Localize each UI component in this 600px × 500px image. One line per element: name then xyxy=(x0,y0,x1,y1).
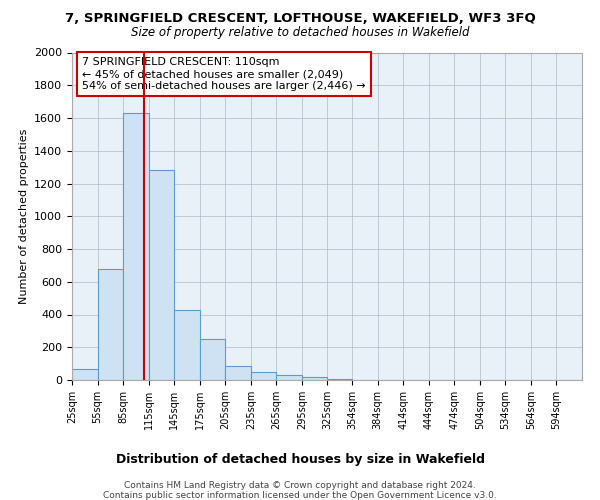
Bar xyxy=(72,370,98,380)
Text: Size of property relative to detached houses in Wakefield: Size of property relative to detached ho… xyxy=(131,26,469,39)
Text: Contains HM Land Registry data © Crown copyright and database right 2024.: Contains HM Land Registry data © Crown c… xyxy=(124,481,476,490)
Bar xyxy=(149,170,174,380)
Text: 7 SPRINGFIELD CRESCENT: 110sqm
← 45% of detached houses are smaller (2,049)
54% : 7 SPRINGFIELD CRESCENT: 110sqm ← 45% of … xyxy=(82,58,366,90)
Bar xyxy=(98,268,123,380)
Bar xyxy=(302,376,328,380)
Bar xyxy=(251,372,277,380)
Text: Contains public sector information licensed under the Open Government Licence v3: Contains public sector information licen… xyxy=(103,491,497,500)
Y-axis label: Number of detached properties: Number of detached properties xyxy=(19,128,29,304)
Bar xyxy=(277,375,302,380)
Text: 7, SPRINGFIELD CRESCENT, LOFTHOUSE, WAKEFIELD, WF3 3FQ: 7, SPRINGFIELD CRESCENT, LOFTHOUSE, WAKE… xyxy=(65,12,535,26)
Text: Distribution of detached houses by size in Wakefield: Distribution of detached houses by size … xyxy=(115,452,485,466)
Bar xyxy=(123,113,149,380)
Bar xyxy=(200,339,225,380)
Bar xyxy=(328,379,352,380)
Bar xyxy=(225,366,251,380)
Bar xyxy=(174,310,200,380)
